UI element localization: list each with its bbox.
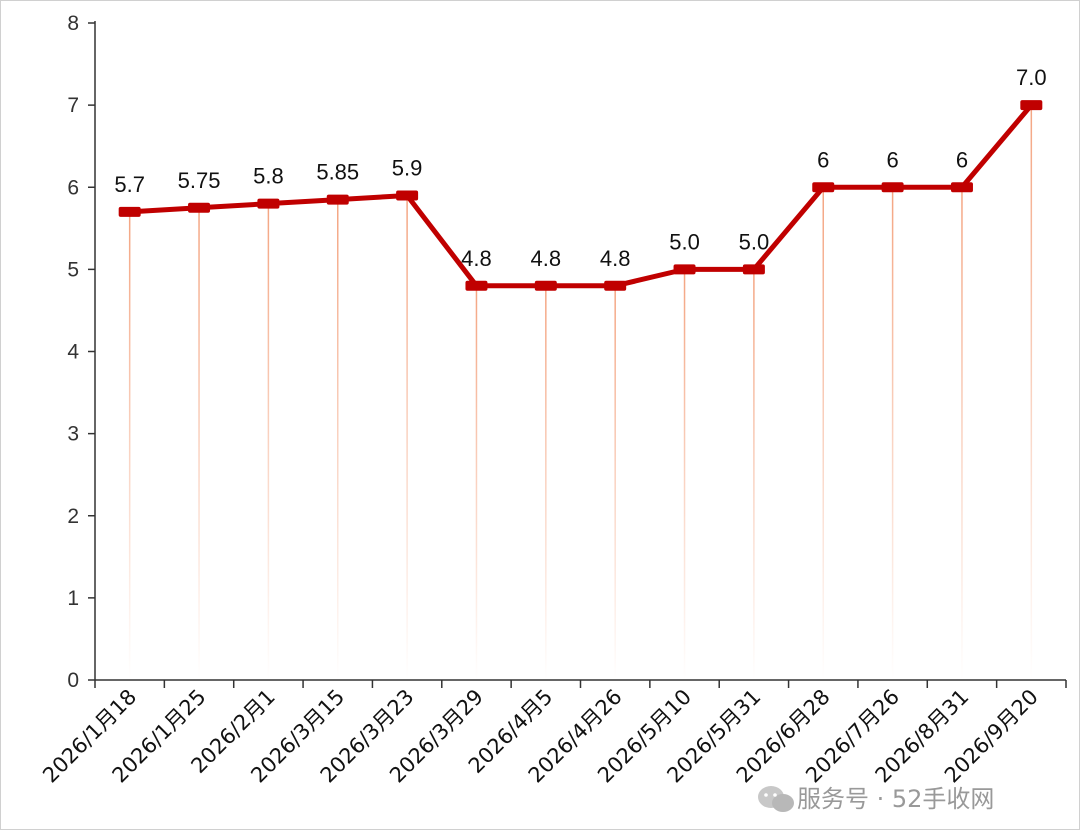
series-line <box>129 103 1034 289</box>
drop-line <box>337 199 339 680</box>
data-point <box>118 206 141 217</box>
data-label: 5.0 <box>669 229 700 254</box>
drop-line <box>753 269 755 680</box>
data-point <box>742 264 765 275</box>
drop-line <box>891 187 894 680</box>
data-label: 4.8 <box>531 246 562 271</box>
data-label: 4.8 <box>600 246 631 271</box>
data-point <box>881 182 904 193</box>
series <box>118 100 1043 291</box>
drop-line <box>198 207 200 680</box>
y-tick-label: 7 <box>67 94 79 117</box>
y-tick-label: 0 <box>67 669 79 692</box>
data-label: 5.85 <box>316 160 359 185</box>
data-point <box>604 280 627 291</box>
drop-lines <box>128 105 1033 681</box>
axes: 0123456782026/1月182026/1月252026/2月12026/… <box>38 12 1067 788</box>
drop-line <box>475 285 478 680</box>
data-label: 5.75 <box>178 168 221 193</box>
data-point <box>812 182 835 193</box>
data-label: 6 <box>817 147 829 172</box>
y-tick-label: 4 <box>67 341 79 364</box>
y-tick-label: 1 <box>67 587 79 610</box>
data-labels: 5.7 5.75 5.8 5.85 5.9 4.8 4.8 4.8 5.0 5.0 6 6 6 7.0 <box>114 65 1046 271</box>
drop-line <box>128 211 131 680</box>
data-label: 5.9 <box>392 155 423 180</box>
data-point <box>465 280 488 291</box>
y-tick-label: 5 <box>67 258 79 281</box>
data-point <box>326 194 349 205</box>
data-point <box>1020 100 1043 111</box>
drop-line <box>614 285 616 680</box>
data-point <box>396 190 419 201</box>
data-point <box>534 280 557 291</box>
drop-line <box>683 269 686 680</box>
drop-line <box>1030 105 1033 680</box>
y-tick-label: 6 <box>67 176 79 199</box>
data-point <box>950 182 973 193</box>
data-point <box>188 202 211 213</box>
data-label: 6 <box>956 147 968 172</box>
watermark: 服务号 · 52手收网 <box>758 785 994 813</box>
data-label: 7.0 <box>1016 65 1047 90</box>
drop-line <box>822 187 824 680</box>
data-label: 6 <box>886 147 898 172</box>
data-label: 5.8 <box>253 164 284 189</box>
y-tick-label: 8 <box>67 12 79 35</box>
data-label: 5.0 <box>739 229 770 254</box>
data-label: 5.7 <box>114 172 145 197</box>
drop-line <box>406 195 408 680</box>
watermark-text: 服务号 · 52手收网 <box>797 785 994 813</box>
y-tick-label: 2 <box>67 505 79 528</box>
drop-line <box>545 285 547 680</box>
data-label: 4.8 <box>461 246 492 271</box>
wechat-icon <box>758 786 794 812</box>
drop-line <box>267 203 270 681</box>
y-tick-label: 3 <box>67 423 79 446</box>
drop-line <box>961 187 963 680</box>
data-point <box>673 264 696 275</box>
data-point <box>257 198 280 209</box>
